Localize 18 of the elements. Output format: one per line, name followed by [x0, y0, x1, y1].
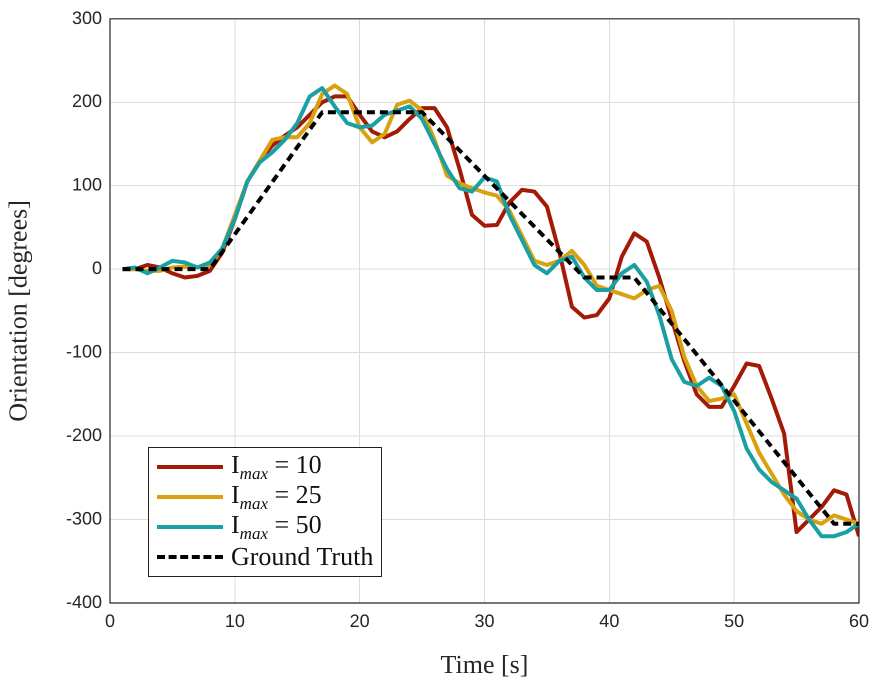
x-tick-label: 10 [224, 610, 245, 631]
legend-label: Ground Truth [231, 542, 374, 572]
x-tick-label: 0 [104, 610, 116, 631]
y-tick-label: 0 [92, 258, 102, 278]
y-tick-label: 300 [72, 8, 102, 28]
x-tick-label: 50 [724, 610, 744, 631]
x-tick-label: 20 [350, 610, 370, 631]
x-tick-label: 60 [848, 610, 870, 631]
y-tick-label: 200 [72, 91, 102, 112]
y-tick-label: -400 [66, 592, 102, 612]
y-tick-label: -200 [66, 425, 102, 446]
y-tick-label: -300 [66, 508, 102, 529]
y-axis-title: Orientation [degrees] [3, 200, 32, 422]
x-axis-title: Time [s] [440, 650, 528, 680]
x-tick-label: 40 [599, 610, 620, 631]
y-tick-label: -100 [66, 342, 102, 362]
y-tick-label: 100 [72, 174, 102, 195]
x-tick-label: 30 [474, 610, 495, 631]
